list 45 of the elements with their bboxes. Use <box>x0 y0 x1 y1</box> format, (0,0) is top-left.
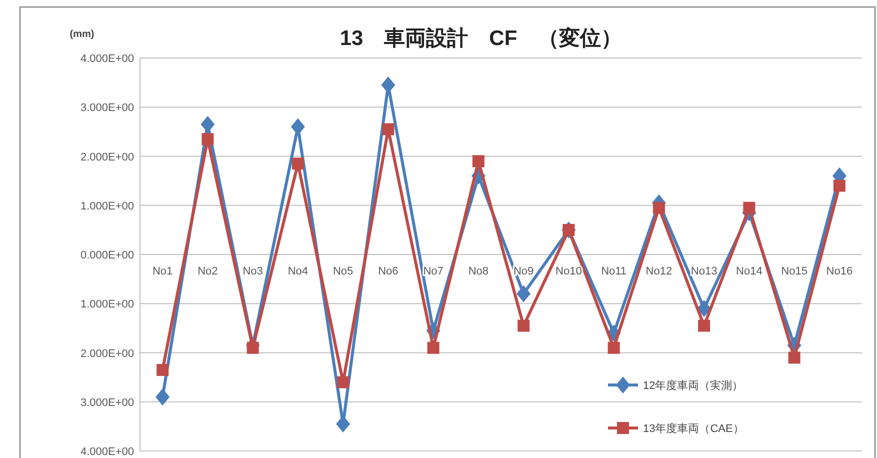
y-tick-label: 2.000E+00 <box>80 348 134 360</box>
point <box>743 202 756 214</box>
point <box>292 158 304 170</box>
x-tick-label: No14 <box>736 266 762 278</box>
legend-label: 13年度車両（CAE） <box>643 422 744 435</box>
y-tick-label: 4.000E+00 <box>80 446 134 458</box>
y-axis-title: (mm) <box>70 29 94 40</box>
x-tick-label: No2 <box>198 266 218 278</box>
point <box>698 320 710 332</box>
x-tick-label: No10 <box>556 266 582 278</box>
y-tick-label: 2.000E+00 <box>80 151 134 164</box>
point <box>788 352 800 364</box>
x-tick-label: No15 <box>781 266 808 278</box>
point <box>202 133 214 146</box>
point <box>427 342 440 354</box>
point <box>337 376 350 388</box>
y-tick-label: 3.000E+00 <box>80 102 134 114</box>
x-tick-label: No11 <box>601 266 627 278</box>
point <box>833 180 846 192</box>
point <box>608 342 620 354</box>
x-tick-label: No6 <box>378 266 398 278</box>
point <box>156 388 170 406</box>
y-tick-label: 1.000E+00 <box>80 200 134 212</box>
point <box>472 155 484 168</box>
legend-label: 12年度車両（実測） <box>643 379 744 392</box>
y-tick-label: 1.000E+00 <box>80 298 134 311</box>
point <box>518 320 530 332</box>
x-tick-label: No16 <box>826 266 853 278</box>
point <box>382 123 394 136</box>
x-tick-label: No7 <box>423 266 444 278</box>
chart-title: 13 車両設計 CF （変位） <box>340 26 622 50</box>
x-tick-label: No8 <box>468 266 489 278</box>
y-tick-label: 0.000E+00 <box>80 250 134 262</box>
y-tick-label: 4.000E+00 <box>80 53 134 65</box>
x-tick-label: No5 <box>332 266 354 278</box>
x-tick-label: No12 <box>646 266 672 278</box>
point <box>200 116 215 133</box>
x-tick-label: No1 <box>152 266 173 278</box>
point <box>652 202 665 214</box>
x-tick-label: No4 <box>288 266 308 278</box>
point <box>156 364 169 376</box>
x-tick-label: No3 <box>242 266 263 278</box>
y-tick-label: 3.000E+00 <box>80 396 134 409</box>
point <box>516 285 531 302</box>
x-tick-label: No13 <box>690 266 718 278</box>
